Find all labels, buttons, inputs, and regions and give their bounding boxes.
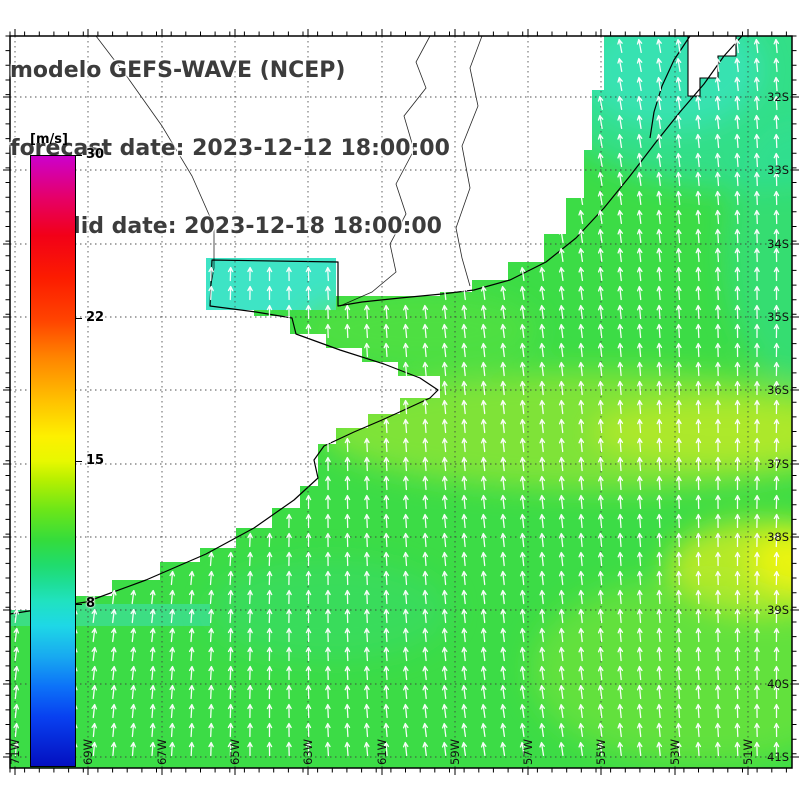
- lat-label: 32S: [767, 90, 789, 104]
- colorbar-tickmark: [76, 603, 82, 605]
- colorbar-tick-label: 22: [86, 310, 105, 326]
- river-line: [95, 35, 215, 291]
- colorbar-tickmark: [76, 461, 82, 462]
- lon-label: 71W: [8, 739, 22, 765]
- colorbar-tickmark: [76, 155, 82, 156]
- lon-label: 57W: [521, 739, 535, 765]
- axis-labels: 32S 33S 34S 35S 36S 37S 38S 39S 40S 41S 71W 69W 67W 6…: [8, 90, 789, 765]
- lat-label: 34S: [767, 237, 789, 251]
- lon-label: 51W: [741, 739, 755, 765]
- axis-ticks: [3, 29, 799, 775]
- river-line: [455, 35, 483, 287]
- lon-label: 67W: [155, 739, 169, 765]
- lat-label: 38S: [767, 530, 789, 544]
- colorbar-tick-label: 30: [86, 147, 105, 162]
- graticule: [10, 36, 792, 768]
- lat-label: 40S: [767, 677, 789, 691]
- lat-label: 41S: [767, 750, 789, 764]
- figure-title: modelo GEFS-WAVE (NCEP) forecast date: 2…: [10, 6, 450, 292]
- lon-label: 55W: [594, 739, 608, 765]
- lat-label: 37S: [767, 457, 789, 471]
- colorbar: [m/s] 30 22 15 8: [30, 132, 150, 767]
- colorbar-gradient: [30, 155, 76, 767]
- lat-label: 39S: [767, 603, 789, 617]
- lon-label: 63W: [301, 739, 315, 765]
- colorbar-units-label: [m/s]: [30, 132, 68, 147]
- river-line: [339, 35, 431, 307]
- lon-label: 53W: [668, 739, 682, 765]
- colorbar-tick-label: 15: [86, 453, 105, 468]
- lon-label: 69W: [81, 739, 95, 765]
- colorbar-tickmark: [76, 318, 82, 320]
- lat-label: 33S: [767, 163, 789, 177]
- model-name: modelo GEFS-WAVE (NCEP): [10, 58, 346, 83]
- lat-label: 35S: [767, 310, 789, 324]
- lon-label: 65W: [228, 739, 242, 765]
- colorbar-tick-label: 8: [86, 595, 96, 611]
- lon-label: 59W: [448, 739, 462, 765]
- lon-label: 61W: [375, 739, 389, 765]
- lat-label: 36S: [767, 383, 789, 397]
